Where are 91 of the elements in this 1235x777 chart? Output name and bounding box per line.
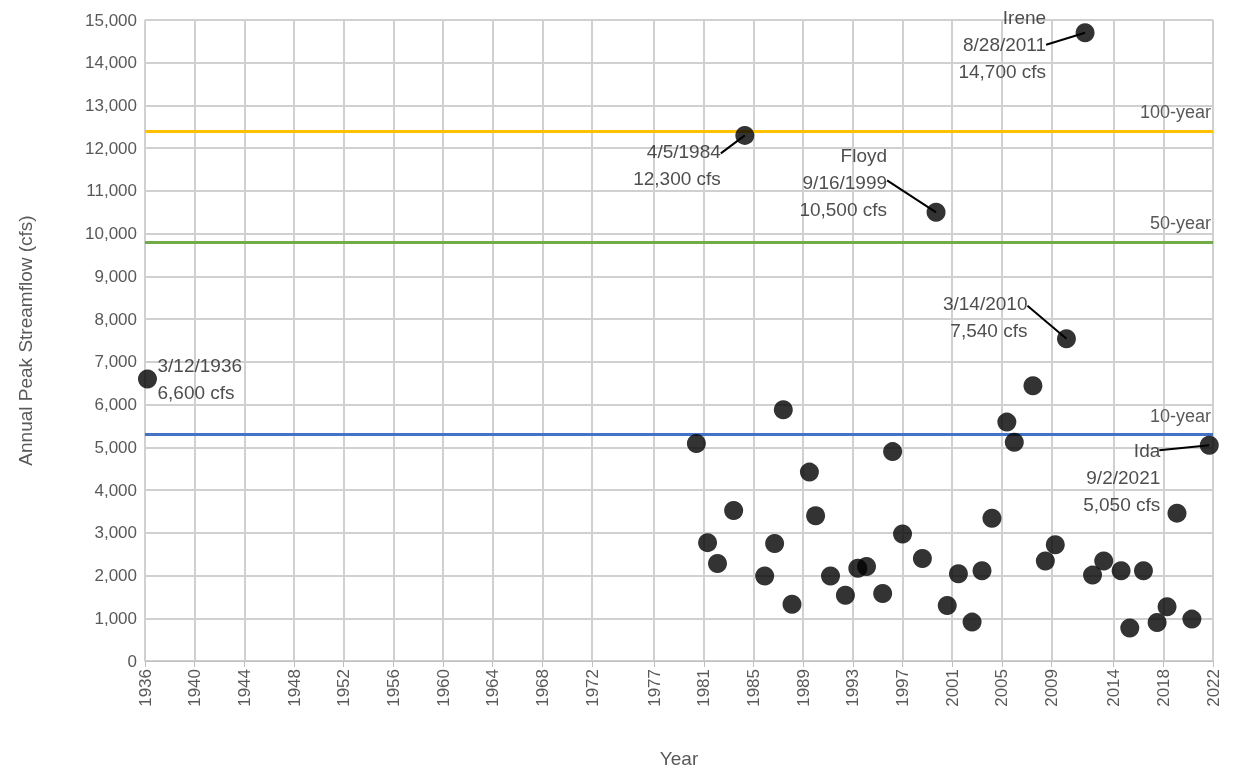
x-tick-label: 1936 bbox=[135, 669, 155, 707]
point bbox=[1120, 618, 1140, 638]
annotation: 4/5/1984 12,300 cfs bbox=[633, 141, 722, 190]
y-tick-label: 5,000 bbox=[94, 437, 137, 457]
annotation: 3/12/1936 6,600 cfs bbox=[157, 354, 243, 403]
point bbox=[1167, 503, 1187, 523]
point bbox=[948, 564, 968, 584]
point bbox=[972, 561, 992, 581]
x-tick-label: 1993 bbox=[843, 669, 863, 707]
annotation: 3/14/2010 7,540 cfs bbox=[942, 292, 1028, 341]
x-tick-label: 1997 bbox=[893, 669, 913, 707]
point bbox=[138, 369, 157, 389]
point bbox=[857, 557, 877, 577]
x-tick-label: 1985 bbox=[744, 669, 764, 707]
point bbox=[962, 612, 982, 632]
x-axis-title: Year bbox=[659, 748, 699, 769]
point bbox=[835, 585, 855, 605]
point bbox=[755, 566, 775, 586]
point bbox=[1075, 23, 1095, 43]
ref-line-label: 100-year bbox=[1139, 102, 1211, 123]
ref-line-label: 50-year bbox=[1149, 213, 1212, 234]
x-tick-label: 2018 bbox=[1153, 669, 1173, 707]
point bbox=[1157, 597, 1177, 617]
annotation: Floyd 9/16/1999 10,500 cfs bbox=[799, 144, 888, 220]
point bbox=[799, 462, 819, 482]
x-tick-label: 1952 bbox=[334, 669, 354, 707]
point bbox=[782, 594, 802, 614]
y-tick-label: 10,000 bbox=[85, 224, 137, 244]
point bbox=[1035, 551, 1055, 571]
x-tick-label: 2022 bbox=[1203, 669, 1223, 707]
x-tick-label: 2009 bbox=[1042, 669, 1062, 707]
point bbox=[1004, 432, 1024, 452]
point bbox=[773, 400, 793, 420]
x-tick-label: 1944 bbox=[234, 669, 254, 707]
x-tick-label: 1989 bbox=[793, 669, 813, 707]
y-tick-label: 0 bbox=[127, 651, 137, 671]
x-tick-label: 1968 bbox=[532, 669, 552, 707]
point bbox=[806, 506, 826, 526]
point bbox=[1045, 535, 1065, 555]
x-tick-label: 1956 bbox=[383, 669, 403, 707]
y-tick-label: 15,000 bbox=[85, 10, 137, 30]
x-tick-label: 1972 bbox=[582, 669, 602, 707]
annotation: Irene 8/28/2011 14,700 cfs bbox=[958, 7, 1047, 83]
point bbox=[1199, 435, 1219, 455]
y-tick-label: 2,000 bbox=[94, 566, 137, 586]
point bbox=[698, 533, 718, 553]
point bbox=[1111, 561, 1131, 581]
point bbox=[926, 202, 946, 222]
x-tick-label: 2005 bbox=[992, 669, 1012, 707]
y-tick-label: 9,000 bbox=[94, 266, 137, 286]
point bbox=[893, 524, 913, 544]
x-tick-label: 1960 bbox=[433, 669, 453, 707]
x-tick-label: 1977 bbox=[644, 669, 664, 707]
point bbox=[1023, 376, 1043, 396]
y-tick-label: 1,000 bbox=[94, 608, 137, 628]
x-tick-label: 1940 bbox=[185, 669, 205, 707]
y-tick-label: 11,000 bbox=[86, 181, 137, 201]
point bbox=[724, 501, 744, 521]
y-tick-label: 7,000 bbox=[94, 352, 137, 372]
point bbox=[1133, 561, 1153, 581]
x-tick-label: 1964 bbox=[483, 669, 503, 707]
point bbox=[883, 442, 903, 462]
y-axis-title: Annual Peak Streamflow (cfs) bbox=[15, 215, 36, 466]
ref-line-label: 10-year bbox=[1149, 405, 1212, 426]
point bbox=[708, 554, 727, 574]
point bbox=[765, 533, 785, 553]
point bbox=[873, 583, 893, 603]
point bbox=[1147, 613, 1167, 633]
point bbox=[1094, 551, 1114, 571]
x-tick-label: 2014 bbox=[1104, 669, 1124, 707]
y-tick-label: 8,000 bbox=[94, 309, 137, 329]
point bbox=[1083, 565, 1103, 585]
y-tick-label: 3,000 bbox=[94, 523, 137, 543]
x-tick-label: 1981 bbox=[694, 669, 714, 707]
y-tick-label: 12,000 bbox=[85, 138, 137, 158]
y-tick-label: 14,000 bbox=[85, 53, 137, 73]
point bbox=[686, 433, 706, 453]
point bbox=[997, 412, 1017, 432]
y-tick-label: 13,000 bbox=[85, 95, 137, 115]
point bbox=[1056, 329, 1076, 349]
point bbox=[912, 548, 932, 568]
y-tick-label: 4,000 bbox=[94, 480, 137, 500]
x-tick-label: 2001 bbox=[942, 669, 962, 707]
x-tick-label: 1948 bbox=[284, 669, 304, 707]
annotation: Ida 9/2/2021 5,050 cfs bbox=[1083, 439, 1161, 515]
point bbox=[937, 595, 957, 615]
y-tick-label: 6,000 bbox=[94, 395, 137, 415]
point bbox=[1182, 609, 1202, 629]
point bbox=[821, 566, 841, 586]
point bbox=[735, 125, 755, 145]
point bbox=[982, 508, 1002, 528]
